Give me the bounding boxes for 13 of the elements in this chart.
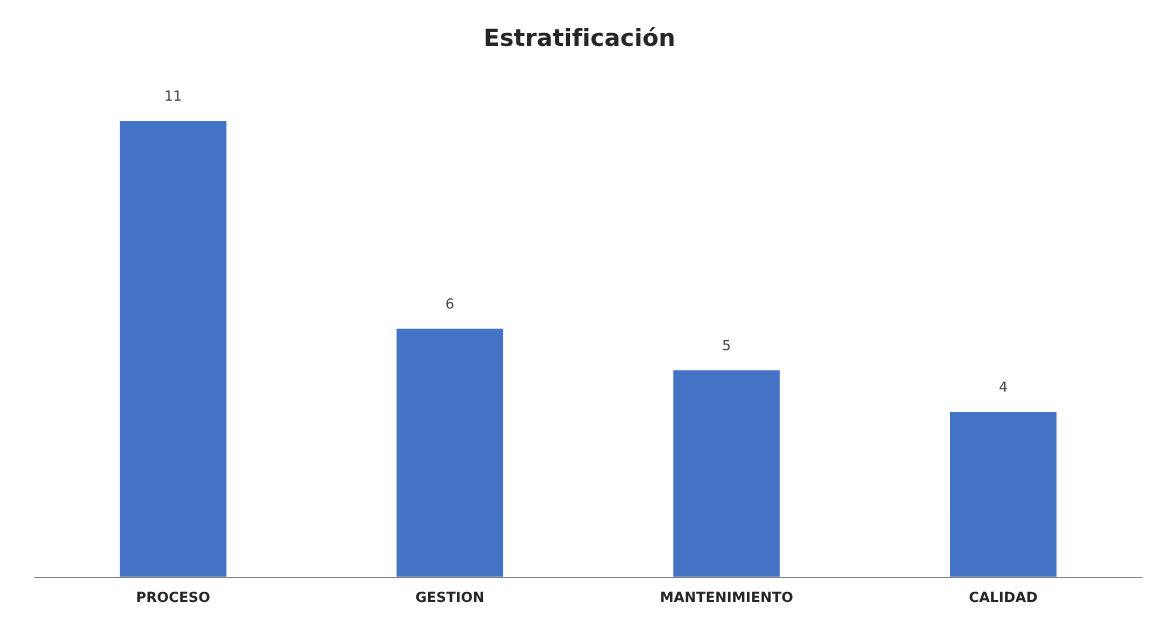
data-label: 6 xyxy=(446,298,454,309)
data-label: 5 xyxy=(723,339,730,351)
x-tick-label: MANTENIMIENTO xyxy=(661,591,793,603)
data-label: 4 xyxy=(999,381,1007,392)
x-tick-label: CALIDAD xyxy=(969,591,1037,603)
bar xyxy=(395,327,505,578)
data-label: 11 xyxy=(165,90,181,101)
bar xyxy=(118,119,228,578)
chart-title: Estratificación xyxy=(485,27,674,47)
bar xyxy=(948,410,1058,578)
x-tick-label: GESTION xyxy=(416,591,484,603)
x-tick-label: PROCESO xyxy=(137,591,210,603)
bar xyxy=(671,368,782,578)
